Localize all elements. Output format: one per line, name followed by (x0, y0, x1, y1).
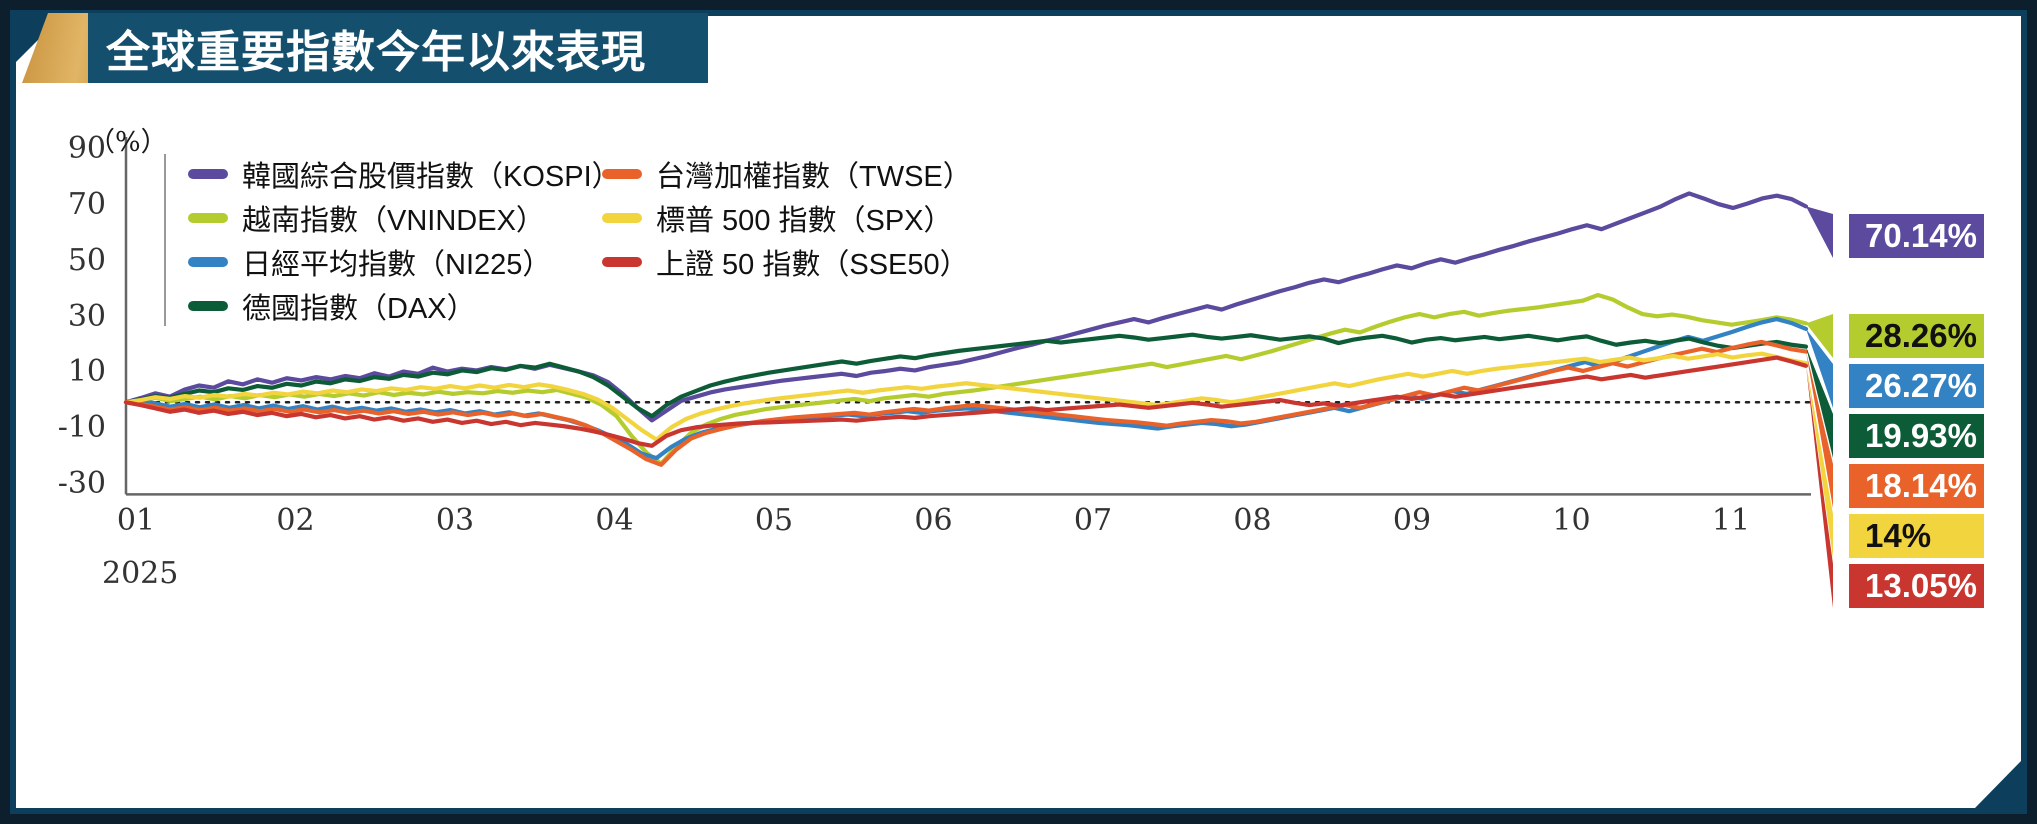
end-value-badge-kospi: 70.14% (1849, 214, 1984, 258)
legend-swatch-icon (188, 301, 228, 311)
x-tick-label: 09 (1392, 503, 1432, 538)
x-tick-label: 05 (754, 503, 794, 538)
x-tick-label: 02 (276, 503, 315, 538)
end-value-text: 18.14% (1865, 467, 1977, 504)
end-value-badge-sse50: 13.05% (1849, 564, 1984, 608)
series-line-kospi (123, 191, 1809, 423)
x-axis-year-label: 2025 (102, 556, 179, 591)
legend-swatch-icon (188, 169, 228, 179)
legend-swatch-icon (188, 213, 228, 223)
y-tick-label: -30 (57, 466, 106, 501)
x-tick-label: 01 (116, 503, 156, 538)
legend-item-twse[interactable]: 台灣加權指數（TWSE） (602, 154, 1002, 194)
x-tick-label: 07 (1073, 503, 1113, 538)
series-line-spx (123, 351, 1809, 442)
legend-item-label: 上證 50 指數（SSE50） (656, 249, 969, 281)
callout-leader-kospi (1806, 206, 1833, 258)
end-value-text: 28.26% (1865, 317, 1977, 354)
legend-item-label: 標普 500 指數（SPX） (656, 205, 953, 237)
series-line-twse (123, 339, 1809, 467)
legend-item-label: 德國指數（DAX） (242, 293, 476, 325)
x-tick-label: 03 (435, 503, 475, 538)
legend-item-kospi[interactable]: 韓國綜合股價指數（KOSPI） (188, 154, 621, 194)
legend-item-spx[interactable]: 標普 500 指數（SPX） (602, 198, 1002, 238)
end-value-text: 13.05% (1865, 567, 1977, 604)
x-tick-label: 04 (595, 503, 634, 538)
end-value-badge-dax: 19.93% (1849, 414, 1984, 458)
y-axis-unit-label: （%） (88, 127, 168, 158)
legend-item-vnindex[interactable]: 越南指數（VNINDEX） (188, 198, 588, 238)
callout-leader-ni225 (1806, 328, 1833, 408)
legend-item-label: 韓國綜合股價指數（KOSPI） (242, 161, 621, 193)
x-tick-label: 06 (914, 503, 953, 538)
x-tick-label: 10 (1552, 503, 1591, 538)
series-line-vnindex (123, 292, 1809, 466)
legend-item-sse50[interactable]: 上證 50 指數（SSE50） (602, 242, 1002, 282)
callout-leader-vnindex (1806, 314, 1833, 358)
legend-swatch-icon (602, 169, 642, 179)
plot-area (16, 16, 2021, 808)
series-line-sse50 (123, 355, 1809, 448)
x-tick-label: 11 (1711, 503, 1751, 538)
line-chart-svg (123, 137, 1833, 608)
y-tick-label: 10 (67, 354, 106, 390)
legend-item-dax[interactable]: 德國指數（DAX） (188, 286, 588, 326)
legend-swatch-icon (602, 257, 642, 267)
x-tick-label: 08 (1233, 503, 1272, 538)
legend-item-label: 日經平均指數（NI225） (242, 249, 552, 281)
end-value-badge-ni225: 26.27% (1849, 364, 1984, 408)
end-value-badge-twse: 18.14% (1849, 464, 1984, 508)
end-value-badge-spx: 14% (1849, 514, 1984, 558)
end-value-text: 14% (1865, 517, 1932, 554)
chart-legend: 韓國綜合股價指數（KOSPI） 台灣加權指數（TWSE） 越南指數（VNINDEX）… (164, 154, 1002, 326)
content-panel: （%） 90 70 50 30 10 -10 -30 01 02 03 04 05 06 07 08 09 1… (16, 16, 2021, 808)
legend-item-ni225[interactable]: 日經平均指數（NI225） (188, 242, 588, 282)
legend-swatch-icon (188, 257, 228, 267)
legend-swatch-icon (602, 213, 642, 223)
callout-leader-spx (1806, 363, 1833, 558)
callout-leader-dax (1806, 346, 1833, 458)
title-banner: 全球重要指數今年以來表現 (88, 13, 708, 83)
y-tick-label: 70 (67, 186, 106, 222)
end-value-text: 70.14% (1865, 217, 1977, 254)
end-value-badge-vnindex: 28.26% (1849, 314, 1984, 358)
page-title: 全球重要指數今年以來表現 (106, 28, 646, 77)
callout-leader-twse (1806, 351, 1833, 508)
end-value-text: 26.27% (1865, 367, 1977, 404)
end-value-text: 19.93% (1865, 417, 1977, 454)
y-tick-label: -10 (57, 410, 106, 446)
callout-leader-sse50 (1806, 365, 1833, 608)
legend-item-label: 越南指數（VNINDEX） (242, 205, 545, 237)
y-tick-label: 50 (67, 242, 106, 278)
y-tick-label: 30 (67, 298, 106, 334)
y-tick-label: 90 (67, 131, 106, 166)
legend-item-label: 台灣加權指數（TWSE） (656, 161, 972, 193)
series-line-dax (123, 332, 1809, 419)
